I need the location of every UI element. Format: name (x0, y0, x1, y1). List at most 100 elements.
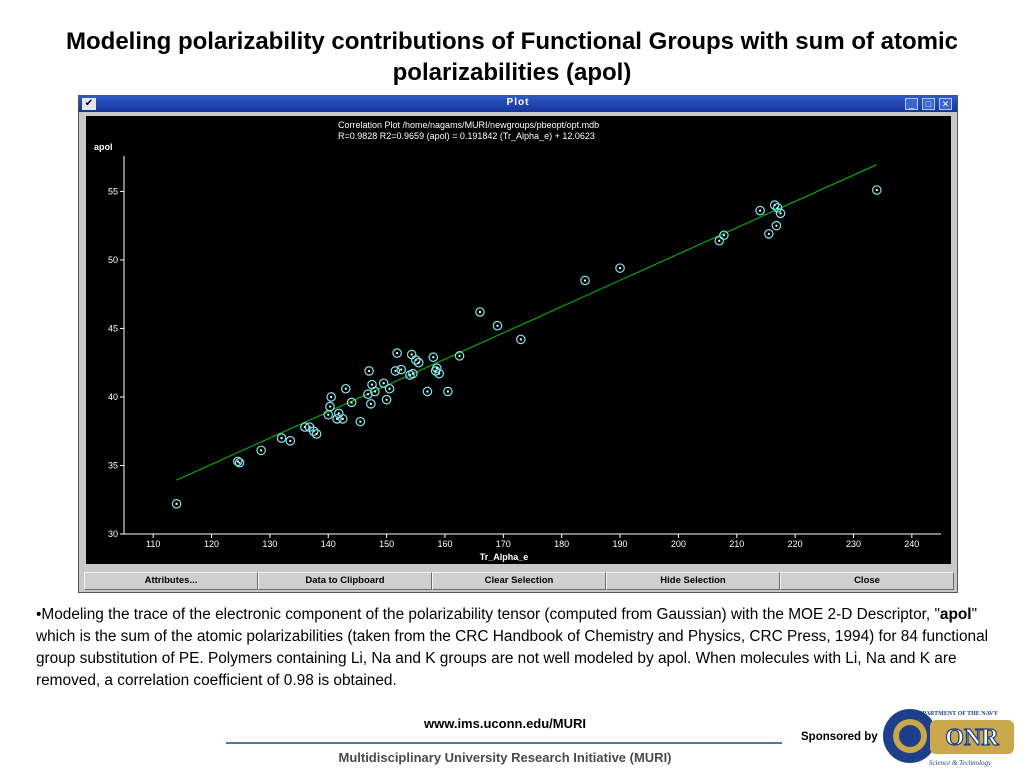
data-point-center (776, 206, 779, 209)
close-button[interactable]: Close (780, 572, 954, 590)
data-point (422, 386, 433, 397)
data-point (355, 416, 366, 427)
data-point (475, 307, 485, 317)
data-point-center (328, 405, 332, 408)
data-point-center (289, 439, 292, 442)
data-point (378, 378, 389, 389)
data-point (381, 394, 392, 405)
data-point (580, 275, 590, 286)
minimize-button[interactable]: _ (905, 98, 918, 110)
hide-selection-button[interactable]: Hide Selection (606, 572, 780, 590)
data-point-center (583, 279, 587, 282)
data-point-center (388, 387, 391, 390)
data-point (771, 220, 782, 231)
data-point-center (458, 354, 461, 357)
data-point-center (344, 387, 347, 390)
data-point-center (337, 412, 340, 415)
y-tick-label: 50 (108, 255, 118, 265)
attributes-button[interactable]: Attributes... (84, 572, 258, 590)
data-point (769, 200, 780, 210)
data-point (256, 445, 266, 456)
data-point (615, 263, 625, 273)
plot-area: Correlation Plot /home/nagams/MURI/newgr… (86, 116, 951, 564)
y-axis-label: apol (94, 142, 113, 152)
maximize-button[interactable]: □ (922, 98, 935, 110)
data-point-center (369, 402, 372, 405)
data-point-center (426, 390, 429, 393)
data-point-center (718, 239, 721, 242)
data-point (326, 392, 336, 402)
data-point-center (368, 369, 371, 373)
data-point (325, 401, 335, 412)
description-after: " which is the sum of the atomic polariz… (36, 606, 989, 689)
data-point (454, 351, 465, 361)
x-tick-label: 170 (496, 539, 511, 549)
onr-logo-text: ONR (945, 725, 999, 751)
x-tick-label: 190 (613, 539, 628, 549)
footer-url[interactable]: www.ims.uconn.edu/MURI (423, 716, 587, 731)
data-point-center (519, 338, 522, 341)
data-point (775, 208, 786, 219)
button-bar: Attributes... Data to Clipboard Clear Se… (84, 572, 954, 590)
data-point (408, 368, 418, 379)
y-tick-label: 40 (108, 392, 118, 402)
data-point-center (618, 267, 622, 270)
data-point-center (308, 426, 311, 429)
onr-logo: ONR DEPARTMENT OF THE NAVY Science & Tec… (883, 709, 1014, 767)
x-tick-label: 220 (788, 539, 803, 549)
slide-title: Modeling polarizability contributions of… (66, 28, 958, 86)
data-point-center (875, 188, 878, 192)
x-tick-label: 140 (321, 539, 336, 549)
data-point-center (400, 368, 403, 371)
logo-ring-top: DEPARTMENT OF THE NAVY (914, 711, 998, 717)
data-to-clipboard-button[interactable]: Data to Clipboard (258, 572, 432, 590)
data-point-center (446, 390, 449, 393)
data-point (346, 397, 357, 408)
data-point-center (432, 356, 435, 359)
description-text: •Modeling the trace of the electronic co… (36, 604, 992, 692)
data-point (308, 426, 319, 437)
data-point (171, 499, 182, 509)
clear-selection-button[interactable]: Clear Selection (432, 572, 606, 590)
data-point-center (341, 417, 344, 420)
data-point (872, 185, 882, 195)
data-point (714, 235, 725, 246)
window-titlebar[interactable]: ✔ Plot _ □ ✕ (79, 96, 957, 112)
data-point (431, 363, 442, 373)
data-point (413, 357, 424, 368)
app-menu-icon[interactable]: ✔ (82, 98, 96, 110)
data-point (755, 205, 765, 216)
data-point-center (478, 310, 482, 314)
sponsor-label: Sponsored by (801, 731, 878, 743)
data-point-center (373, 390, 377, 393)
data-point-center (417, 361, 420, 364)
data-point (428, 352, 439, 363)
close-window-button[interactable]: ✕ (939, 98, 952, 110)
x-tick-label: 240 (904, 539, 919, 549)
y-tick-label: 35 (108, 460, 118, 470)
footer-divider (226, 742, 782, 744)
data-point (390, 366, 401, 376)
data-point (516, 334, 526, 345)
data-point (384, 383, 395, 394)
data-point (410, 355, 421, 365)
data-point (370, 386, 380, 397)
logo-ring-bottom: Science & Technology (929, 759, 992, 767)
data-point-center (396, 352, 399, 355)
x-tick-label: 180 (554, 539, 569, 549)
data-point-center (496, 324, 499, 327)
x-tick-label: 160 (437, 539, 452, 549)
x-tick-label: 120 (204, 539, 219, 549)
description-bold: apol (939, 606, 972, 623)
data-point-center (370, 383, 374, 386)
data-point (396, 364, 406, 375)
data-point-center (280, 436, 283, 440)
data-point-center (411, 372, 414, 375)
description-before: •Modeling the trace of the electronic co… (36, 606, 940, 623)
data-point (772, 203, 783, 213)
scatter-chart[interactable]: Correlation Plot /home/nagams/MURI/newgr… (86, 116, 951, 564)
data-point (443, 386, 453, 397)
data-point (764, 229, 774, 239)
data-point-center (350, 401, 353, 404)
data-point (719, 230, 729, 241)
